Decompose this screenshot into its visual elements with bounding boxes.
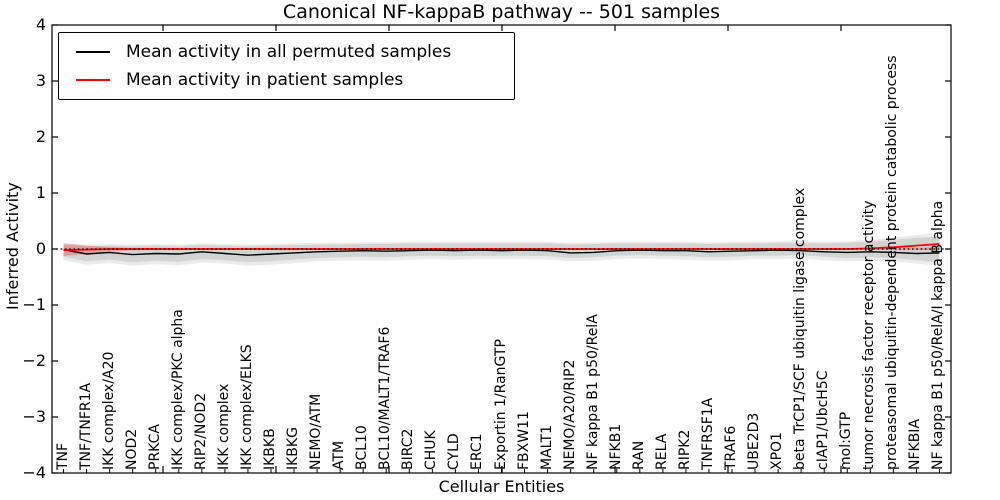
category-label: IKK complex/ELKS [238,344,255,470]
category-label: cIAP1/UbcH5C [815,370,832,470]
x-axis-title: Cellular Entities [438,477,565,496]
y-tick-label: 0 [35,239,46,258]
y-tick-label: −1 [22,295,46,314]
permuted-line-swatch [76,51,110,53]
category-label: ATM [331,440,348,470]
category-label: ERC1 [469,433,486,470]
chart-title: Canonical NF-kappaB pathway -- 501 sampl… [282,1,721,23]
category-label: IKK complex/A20 [100,351,117,470]
y-tick-label: −2 [22,351,46,370]
category-label: proteasomal ubiquitin-dependent protein … [884,55,901,470]
legend-row-patient: Mean activity in patient samples [76,69,514,91]
category-label: BCL10 [354,425,371,470]
category-label: IKBKB [261,428,278,470]
y-tick-label: −4 [22,463,46,482]
category-label: MALT1 [538,425,555,470]
category-label: NEMO/A20/RIP2 [561,359,578,470]
category-label: RIP2/NOD2 [192,392,209,470]
patient-line-swatch [76,79,110,81]
category-label: RAN [630,440,647,470]
category-label: NFKB1 [607,423,624,470]
category-label: RIPK2 [676,429,693,470]
y-tick-label: 3 [35,71,46,90]
category-label: TRAF6 [723,425,739,470]
series-line-patient [63,243,940,251]
y-tick-label: −3 [22,407,46,426]
legend-label-permuted: Mean activity in all permuted samples [126,42,452,62]
category-label: TNFRSF1A [699,397,716,470]
y-tick-label: 4 [35,15,46,34]
y-axis-title: Inferred Activity [3,182,22,310]
category-label: CYLD [446,433,463,470]
y-tick-label: 2 [35,127,46,146]
category-label: IKK complex/PKC alpha [169,309,186,470]
category-label: NOD2 [123,428,140,470]
category-label: beta TrCP1/SCF ubiquitin ligase complex [792,187,809,470]
category-label: BIRC2 [400,428,417,470]
series-line-permuted [63,248,940,256]
category-label: PRKCA [146,424,163,470]
legend-label-patient: Mean activity in patient samples [126,70,404,90]
category-label: NF kappa B1 p50/RelA/I kappa B alpha [930,200,947,470]
category-label: TNF [54,442,71,470]
category-label: RELA [653,433,670,470]
y-tick-label: 1 [35,183,46,202]
category-label: XPO1 [769,432,786,470]
category-label: mol:GTP [838,411,855,470]
category-label: FBXW11 [515,411,532,470]
legend-row-permuted: Mean activity in all permuted samples [76,41,514,63]
category-label: NF kappa B1 p50/RelA [584,314,601,470]
category-label: Exportin 1/RanGTP [492,339,509,470]
category-label: IKK complex [215,383,232,470]
category-label: tumor necrosis factor receptor activity [861,200,878,471]
category-label: BCL10/MALT1/TRAF6 [377,326,394,470]
category-label: TNF/TNFR1A [77,382,94,470]
legend-box: Mean activity in all permuted samples Me… [58,32,515,100]
category-label: NEMO/ATM [308,393,325,470]
category-label: UBE2D3 [746,412,763,470]
category-label: IKBKG [285,427,302,470]
category-label: CHUK [423,430,440,470]
category-label: NFKBIA [907,418,924,470]
